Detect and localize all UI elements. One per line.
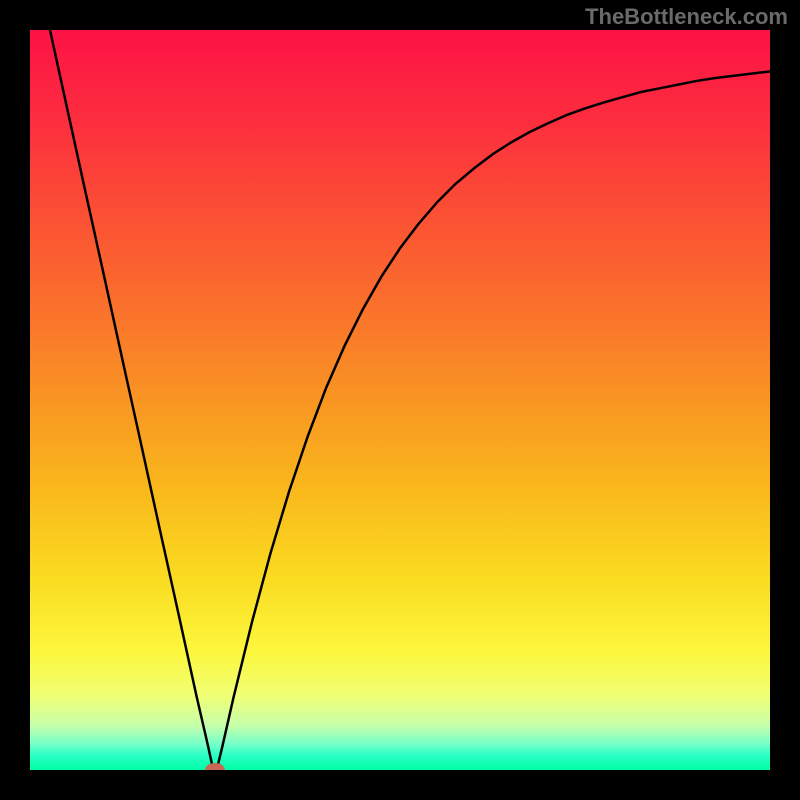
bottleneck-curve [30, 30, 770, 770]
plot-area [30, 30, 770, 770]
optimum-marker [205, 763, 225, 770]
watermark-text: TheBottleneck.com [585, 4, 788, 30]
